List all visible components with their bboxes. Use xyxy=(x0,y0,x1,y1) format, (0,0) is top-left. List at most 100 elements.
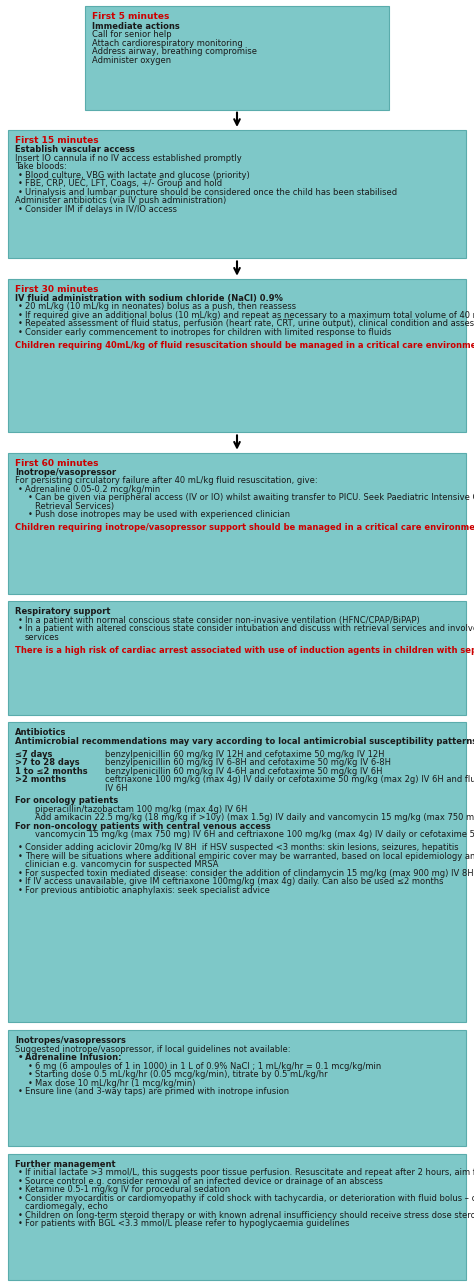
Text: •: • xyxy=(18,171,23,180)
Text: •: • xyxy=(18,844,23,853)
Text: •: • xyxy=(28,511,33,520)
Text: 6 mg (6 ampoules of 1 in 1000) in 1 L of 0.9% NaCl ; 1 mL/kg/hr = 0.1 mcg/kg/min: 6 mg (6 ampoules of 1 in 1000) in 1 L of… xyxy=(35,1061,381,1070)
Text: For previous antibiotic anaphylaxis: seek specialist advice: For previous antibiotic anaphylaxis: see… xyxy=(25,886,270,895)
Text: •: • xyxy=(18,616,23,625)
Text: •: • xyxy=(18,877,23,886)
Text: •: • xyxy=(18,625,23,634)
Text: benzylpenicillin 60 mg/kg IV 12H and cefotaxime 50 mg/kg IV 12H: benzylpenicillin 60 mg/kg IV 12H and cef… xyxy=(105,750,384,759)
Text: services: services xyxy=(25,633,60,642)
Text: Source control e.g. consider removal of an infected device or drainage of an abs: Source control e.g. consider removal of … xyxy=(25,1177,383,1186)
Text: Insert IO cannula if no IV access established promptly: Insert IO cannula if no IV access establ… xyxy=(15,154,242,163)
Text: •: • xyxy=(18,302,23,311)
Text: •: • xyxy=(18,319,23,328)
Text: Urinalysis and lumbar puncture should be considered once the child has been stab: Urinalysis and lumbar puncture should be… xyxy=(25,188,397,197)
Text: piperacillin/tazobactam 100 mg/kg (max 4g) IV 6H: piperacillin/tazobactam 100 mg/kg (max 4… xyxy=(35,805,247,814)
Text: >7 to 28 days: >7 to 28 days xyxy=(15,759,80,768)
Text: •: • xyxy=(18,851,23,860)
Text: 1 to ≤2 months: 1 to ≤2 months xyxy=(15,766,88,775)
Text: Inotrope/vasopressor: Inotrope/vasopressor xyxy=(15,468,116,477)
Text: If initial lactate >3 mmol/L, this suggests poor tissue perfusion. Resuscitate a: If initial lactate >3 mmol/L, this sugge… xyxy=(25,1168,474,1177)
Bar xyxy=(85,6,389,109)
Text: •: • xyxy=(18,179,23,188)
Bar xyxy=(8,602,466,715)
Bar xyxy=(8,130,466,258)
Text: For non-oncology patients with central venous access: For non-oncology patients with central v… xyxy=(15,822,271,831)
Text: There will be situations where additional empiric cover may be warranted, based : There will be situations where additiona… xyxy=(25,851,474,860)
Text: Blood culture, VBG with lactate and glucose (priority): Blood culture, VBG with lactate and gluc… xyxy=(25,171,250,180)
Text: •: • xyxy=(28,1061,33,1070)
Text: •: • xyxy=(18,1177,23,1186)
Text: •: • xyxy=(18,1053,24,1062)
Text: Establish vascular access: Establish vascular access xyxy=(15,145,135,154)
Text: 20 mL/kg (10 mL/kg in neonates) bolus as a push, then reassess: 20 mL/kg (10 mL/kg in neonates) bolus as… xyxy=(25,302,296,311)
Text: •: • xyxy=(18,311,23,320)
Text: Children requiring 40mL/kg of fluid resuscitation should be managed in a critica: Children requiring 40mL/kg of fluid resu… xyxy=(15,341,474,350)
Text: Immediate actions: Immediate actions xyxy=(92,22,180,31)
Text: ≤7 days: ≤7 days xyxy=(15,750,52,759)
Text: Inotropes/vasopressors: Inotropes/vasopressors xyxy=(15,1037,126,1046)
Text: •: • xyxy=(18,1087,23,1096)
Text: •: • xyxy=(18,204,23,213)
Text: •: • xyxy=(18,1219,23,1228)
Text: Starting dose 0.5 mL/kg/hr (0.05 mcg/kg/min), titrate by 0.5 mL/kg/hr: Starting dose 0.5 mL/kg/hr (0.05 mcg/kg/… xyxy=(35,1070,328,1079)
Text: Call for senior help: Call for senior help xyxy=(92,30,172,39)
Text: •: • xyxy=(28,1070,33,1079)
Bar xyxy=(8,1154,466,1280)
Text: •: • xyxy=(18,188,23,197)
Text: IV 6H: IV 6H xyxy=(105,783,128,792)
Text: Attach cardiorespiratory monitoring: Attach cardiorespiratory monitoring xyxy=(92,39,243,48)
Text: First 60 minutes: First 60 minutes xyxy=(15,459,99,468)
Text: Consider IM if delays in IV/IO access: Consider IM if delays in IV/IO access xyxy=(25,204,177,213)
Text: In a patient with altered conscious state consider intubation and discuss with r: In a patient with altered conscious stat… xyxy=(25,625,474,634)
Text: Max dose 10 mL/kg/hr (1 mcg/kg/min): Max dose 10 mL/kg/hr (1 mcg/kg/min) xyxy=(35,1079,195,1088)
Text: Push dose inotropes may be used with experienced clinician: Push dose inotropes may be used with exp… xyxy=(35,511,290,520)
Text: Repeated assessment of fluid status, perfusion (heart rate, CRT, urine output), : Repeated assessment of fluid status, per… xyxy=(25,319,474,328)
Text: For suspected toxin mediated disease: consider the addition of clindamycin 15 mg: For suspected toxin mediated disease: co… xyxy=(25,868,474,877)
Text: Children on long-term steroid therapy or with known adrenal insufficiency should: Children on long-term steroid therapy or… xyxy=(25,1210,474,1219)
Text: Consider myocarditis or cardiomyopathy if cold shock with tachycardia, or deteri: Consider myocarditis or cardiomyopathy i… xyxy=(25,1193,474,1202)
Bar xyxy=(8,1030,466,1146)
Text: For oncology patients: For oncology patients xyxy=(15,796,118,805)
Text: Address airway, breathing compromise: Address airway, breathing compromise xyxy=(92,48,257,57)
Text: Take bloods:: Take bloods: xyxy=(15,162,67,171)
Text: •: • xyxy=(18,1168,23,1177)
Text: Antimicrobial recommendations may vary according to local antimicrobial suscepti: Antimicrobial recommendations may vary a… xyxy=(15,737,474,746)
Text: ceftriaxone 100 mg/kg (max 4g) IV daily or cefotaxime 50 mg/kg (max 2g) IV 6H an: ceftriaxone 100 mg/kg (max 4g) IV daily … xyxy=(105,775,474,784)
Text: Respiratory support: Respiratory support xyxy=(15,607,110,616)
Text: Administer antibiotics (via IV push administration): Administer antibiotics (via IV push admi… xyxy=(15,197,226,206)
Text: •: • xyxy=(18,886,23,895)
Text: vancomycin 15 mg/kg (max 750 mg) IV 6H and ceftriaxone 100 mg/kg (max 4g) IV dai: vancomycin 15 mg/kg (max 750 mg) IV 6H a… xyxy=(35,831,474,840)
Text: In a patient with normal conscious state consider non-invasive ventilation (HFNC: In a patient with normal conscious state… xyxy=(25,616,420,625)
Text: cardiomegaly, echo: cardiomegaly, echo xyxy=(25,1202,108,1211)
Text: Suggested inotrope/vasopressor, if local guidelines not available:: Suggested inotrope/vasopressor, if local… xyxy=(15,1044,291,1053)
Text: Can be given via peripheral access (IV or IO) whilst awaiting transfer to PICU. : Can be given via peripheral access (IV o… xyxy=(35,494,474,503)
Text: •: • xyxy=(28,1079,33,1088)
Text: •: • xyxy=(18,868,23,877)
Text: Further management: Further management xyxy=(15,1160,116,1169)
Text: •: • xyxy=(18,485,23,494)
Text: If required give an additional bolus (10 mL/kg) and repeat as necessary to a max: If required give an additional bolus (10… xyxy=(25,311,474,320)
Text: benzylpenicillin 60 mg/kg IV 6-8H and cefotaxime 50 mg/kg IV 6-8H: benzylpenicillin 60 mg/kg IV 6-8H and ce… xyxy=(105,759,391,768)
Text: For persisting circulatory failure after 40 mL/kg fluid resuscitation, give:: For persisting circulatory failure after… xyxy=(15,477,318,486)
Text: Ketamine 0.5-1 mg/kg IV for procedural sedation: Ketamine 0.5-1 mg/kg IV for procedural s… xyxy=(25,1186,230,1195)
Text: Add amikacin 22.5 mg/kg (18 mg/kg if >10y) (max 1.5g) IV daily and vancomycin 15: Add amikacin 22.5 mg/kg (18 mg/kg if >10… xyxy=(35,814,474,823)
Bar xyxy=(8,279,466,432)
Text: Retrieval Services): Retrieval Services) xyxy=(35,502,114,511)
Text: For patients with BGL <3.3 mmol/L please refer to hypoglycaemia guidelines: For patients with BGL <3.3 mmol/L please… xyxy=(25,1219,349,1228)
Text: IV fluid administration with sodium chloride (NaCl) 0.9%: IV fluid administration with sodium chlo… xyxy=(15,294,283,303)
Text: There is a high risk of cardiac arrest associated with use of induction agents i: There is a high risk of cardiac arrest a… xyxy=(15,646,474,655)
Text: If IV access unavailable, give IM ceftriaxone 100mg/kg (max 4g) daily. Can also : If IV access unavailable, give IM ceftri… xyxy=(25,877,444,886)
Text: clinician e.g. vancomycin for suspected MRSA: clinician e.g. vancomycin for suspected … xyxy=(25,860,219,869)
Bar xyxy=(8,723,466,1022)
Text: FBE, CRP, UEC, LFT, Coags, +/- Group and hold: FBE, CRP, UEC, LFT, Coags, +/- Group and… xyxy=(25,179,222,188)
Text: •: • xyxy=(18,328,23,337)
Text: •: • xyxy=(18,1193,23,1202)
Text: First 15 minutes: First 15 minutes xyxy=(15,136,99,145)
Text: >2 months: >2 months xyxy=(15,775,66,784)
Text: Ensure line (and 3-way taps) are primed with inotrope infusion: Ensure line (and 3-way taps) are primed … xyxy=(25,1087,289,1096)
Text: First 5 minutes: First 5 minutes xyxy=(92,13,170,22)
Text: •: • xyxy=(18,1210,23,1219)
Text: Adrenaline Infusion:: Adrenaline Infusion: xyxy=(25,1053,121,1062)
Text: •: • xyxy=(28,494,33,503)
Text: Administer oxygen: Administer oxygen xyxy=(92,55,172,64)
